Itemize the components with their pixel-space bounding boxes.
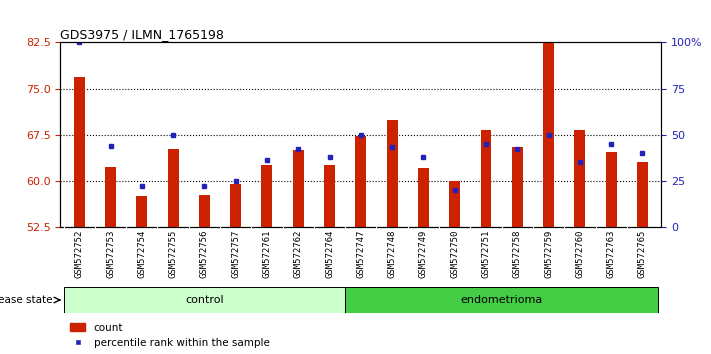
Text: GSM572753: GSM572753 [106, 230, 115, 278]
Bar [606, 152, 616, 227]
Bar [637, 162, 648, 227]
Text: GSM572751: GSM572751 [481, 230, 491, 278]
Text: GSM572763: GSM572763 [606, 230, 616, 278]
Bar [137, 196, 147, 227]
Bar [293, 150, 304, 227]
Text: GDS3975 / ILMN_1765198: GDS3975 / ILMN_1765198 [60, 28, 224, 41]
Text: GSM572756: GSM572756 [200, 230, 209, 278]
Text: GSM572748: GSM572748 [387, 230, 397, 278]
Bar [63, 287, 345, 313]
Text: GSM572764: GSM572764 [325, 230, 334, 278]
Bar [356, 136, 366, 227]
Text: disease state: disease state [0, 295, 53, 305]
Bar [262, 165, 272, 227]
Text: GSM572747: GSM572747 [356, 230, 365, 278]
Bar [543, 33, 554, 227]
Text: GSM572755: GSM572755 [169, 230, 178, 278]
Bar [387, 120, 397, 227]
Bar [168, 149, 178, 227]
Text: GSM572752: GSM572752 [75, 230, 84, 278]
Text: GSM572761: GSM572761 [262, 230, 272, 278]
Bar [74, 78, 85, 227]
Text: GSM572760: GSM572760 [575, 230, 584, 278]
Bar [324, 165, 335, 227]
Text: GSM572750: GSM572750 [450, 230, 459, 278]
Bar [105, 167, 116, 227]
Text: GSM572765: GSM572765 [638, 230, 647, 278]
Bar [574, 130, 585, 227]
Text: GSM572762: GSM572762 [294, 230, 303, 278]
Bar [481, 130, 491, 227]
Bar [199, 195, 210, 227]
Bar [230, 184, 241, 227]
Bar [449, 181, 460, 227]
Text: GSM572758: GSM572758 [513, 230, 522, 278]
Bar [512, 147, 523, 227]
Text: GSM572757: GSM572757 [231, 230, 240, 278]
Bar [418, 168, 429, 227]
Text: GSM572754: GSM572754 [137, 230, 146, 278]
Text: endometrioma: endometrioma [461, 295, 542, 305]
Bar [345, 287, 658, 313]
Text: GSM572759: GSM572759 [544, 230, 553, 278]
Text: control: control [185, 295, 224, 305]
Legend: count, percentile rank within the sample: count, percentile rank within the sample [65, 319, 274, 352]
Text: GSM572749: GSM572749 [419, 230, 428, 278]
